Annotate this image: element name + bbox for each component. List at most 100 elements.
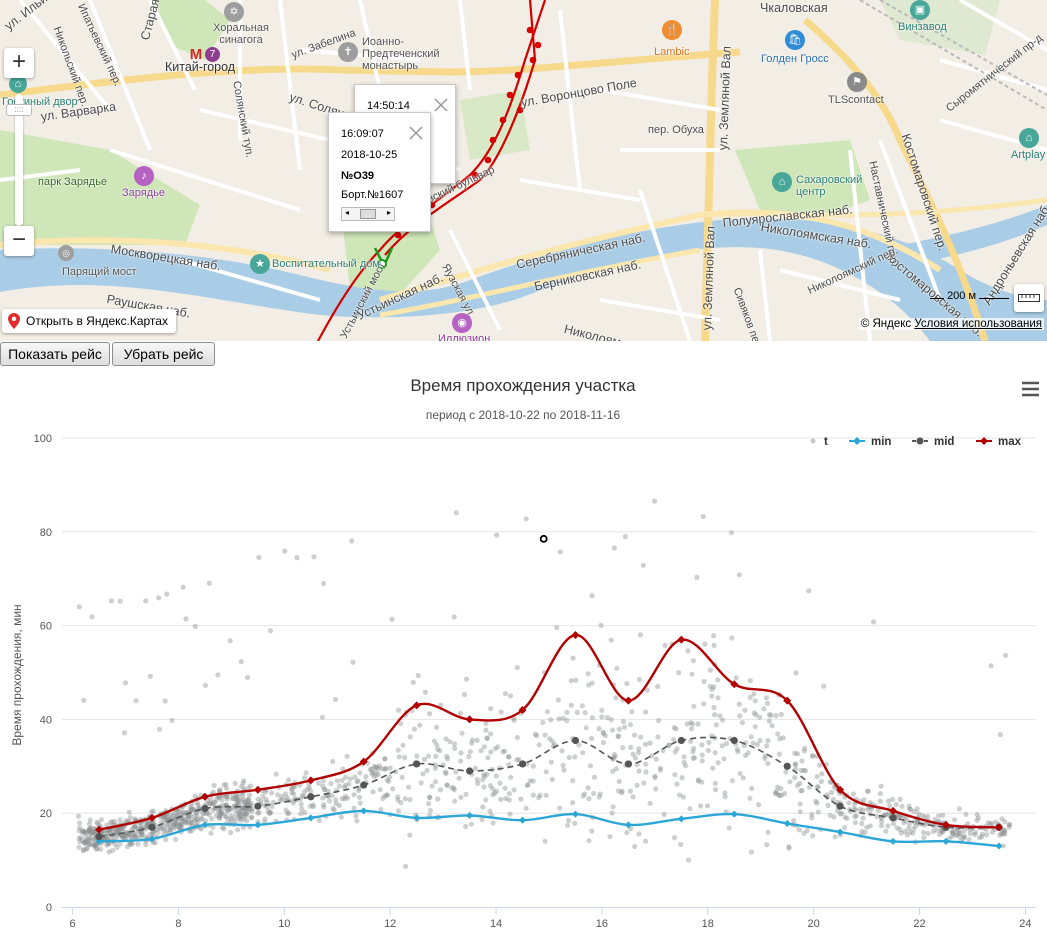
scatter-point <box>1006 822 1013 828</box>
open-in-yandex-label: Открыть в Яндекс.Картах <box>26 314 168 328</box>
scatter-point <box>246 806 252 812</box>
x-tick-label: 8 <box>175 918 181 930</box>
scatter-point <box>237 811 243 817</box>
scatter-point <box>729 635 735 641</box>
zoom-out-button[interactable]: − <box>4 226 34 256</box>
scatter-point <box>339 796 345 802</box>
scatter-point <box>999 816 1005 822</box>
map[interactable]: ул. Ильинка Ипатьевский пер. Никольский … <box>0 0 1047 341</box>
scatter-point <box>330 805 336 811</box>
legend-item-max[interactable]: max <box>976 436 1022 448</box>
terms-link[interactable]: Условия использования <box>914 318 1042 330</box>
scatter-point <box>878 823 885 829</box>
scatter-point <box>549 738 555 744</box>
scatter-point <box>827 779 833 785</box>
scatter-point <box>564 709 570 715</box>
scatter-point <box>240 805 247 811</box>
scatter-point <box>306 785 312 791</box>
scatter-point <box>540 719 546 726</box>
scatter-point <box>198 816 204 822</box>
scatter-point <box>580 793 586 799</box>
point-max <box>889 806 898 815</box>
scatter-point <box>76 844 82 850</box>
scatter-point <box>351 805 357 811</box>
balloon-scrollbar[interactable]: ◂ ▸ <box>341 207 395 221</box>
scatter-point <box>395 794 401 800</box>
point-max <box>253 785 262 794</box>
scatter-point <box>637 632 644 638</box>
scatter-point <box>852 820 859 826</box>
legend-item-t[interactable]: t <box>810 436 829 448</box>
scatter-point <box>897 813 903 819</box>
scatter-point <box>145 820 151 826</box>
scatter-point <box>139 831 146 837</box>
scatter-point <box>728 530 735 536</box>
scatter-point <box>255 810 261 816</box>
scatter-point <box>384 777 390 783</box>
scatter-point <box>549 776 555 783</box>
scatter-point <box>121 730 128 736</box>
scatter-point <box>269 803 275 810</box>
scatter-point <box>890 821 897 827</box>
scatter-point <box>90 825 97 831</box>
scroll-left-icon[interactable]: ◂ <box>345 208 350 217</box>
highlighted-point[interactable] <box>539 534 548 543</box>
scatter-point <box>417 722 423 728</box>
scatter-point <box>586 682 592 688</box>
hamburger-icon[interactable] <box>1022 381 1039 397</box>
scatter-point <box>691 703 697 709</box>
scatter-point <box>478 748 484 754</box>
scatter-point <box>502 748 508 754</box>
remove-route-button[interactable]: Убрать рейс <box>112 342 215 366</box>
menu-button[interactable] <box>1016 378 1044 402</box>
scatter-point <box>764 743 770 749</box>
scatter-point <box>353 813 359 819</box>
scatter-point <box>459 730 465 736</box>
scatter-point <box>576 742 582 748</box>
scroll-thumb[interactable] <box>360 209 376 219</box>
scatter-point <box>622 533 629 540</box>
scatter-point <box>660 747 666 754</box>
x-tick-label: 20 <box>808 918 820 930</box>
legend-item-mid[interactable]: mid <box>912 436 954 448</box>
zoom-in-button[interactable]: + <box>4 48 34 78</box>
scatter-point <box>1001 828 1008 834</box>
scatter-point <box>901 820 907 826</box>
map-balloon-front[interactable]: 16:09:07 2018-10-25 №О39 Борт.№1607 ◂ ▸ <box>328 112 431 232</box>
zoom-slider-track[interactable] <box>15 94 23 226</box>
scatter-point <box>619 788 625 794</box>
scroll-right-icon[interactable]: ▸ <box>386 208 391 217</box>
scatter-point <box>589 715 596 721</box>
legend[interactable]: t min mid max <box>810 436 1022 448</box>
point-max <box>200 792 209 801</box>
scatter-point <box>194 800 200 806</box>
scatter-point <box>369 766 375 772</box>
scatter-point <box>766 718 772 724</box>
scatter-point <box>768 712 774 718</box>
scatter-point <box>792 761 798 767</box>
scatter-point <box>939 829 945 835</box>
scatter-point <box>636 746 642 752</box>
zoom-slider-handle[interactable]: :::: <box>6 104 32 116</box>
open-in-yandex-link[interactable]: Открыть в Яндекс.Картах <box>2 309 176 333</box>
scatter-point <box>186 813 192 819</box>
ruler-button[interactable] <box>1014 284 1044 312</box>
scatter-point <box>587 763 594 769</box>
poi-label: Иллюзион <box>438 333 491 341</box>
scatter-point <box>342 793 348 800</box>
legend-item-min[interactable]: min <box>849 436 891 448</box>
scatter-point <box>751 710 757 716</box>
poi-label: Иоанно-Предтеченский монастырь <box>362 36 440 72</box>
scatter-point <box>232 815 238 821</box>
show-route-button[interactable]: Показать рейс <box>0 342 110 366</box>
scatter-point <box>466 753 472 760</box>
scatter-point <box>906 825 912 831</box>
scatter-point <box>163 816 170 823</box>
scatter-point <box>127 814 133 821</box>
scatter-point <box>342 796 348 802</box>
close-icon[interactable] <box>433 97 449 113</box>
scatter-point <box>80 828 87 834</box>
scatter-point <box>228 816 234 822</box>
close-icon[interactable] <box>408 125 424 141</box>
scatter-point <box>123 818 129 824</box>
